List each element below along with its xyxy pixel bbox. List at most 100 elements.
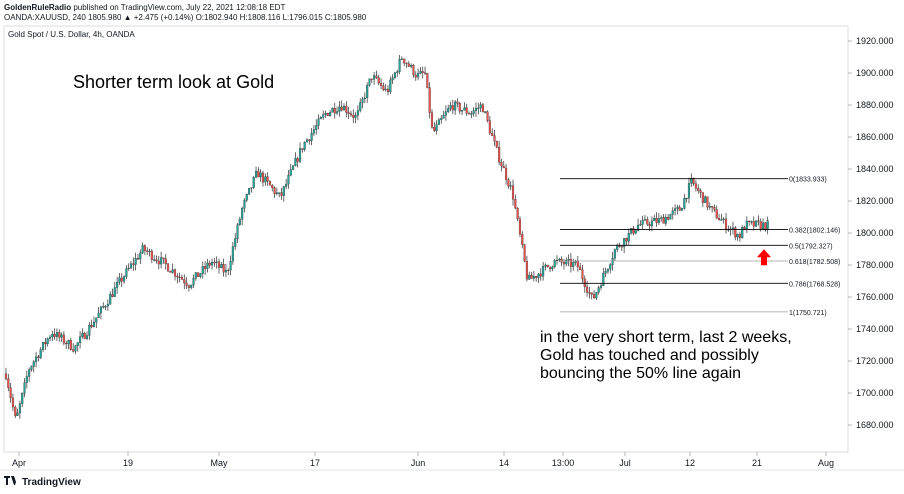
candle — [280, 187, 283, 200]
price-tick-label: 1720.000 — [856, 356, 894, 366]
candle — [296, 156, 299, 168]
candle-body — [95, 317, 98, 323]
candle — [329, 109, 332, 117]
candle — [102, 302, 105, 309]
price-tick-label: 1920.000 — [856, 36, 894, 46]
candle-body — [407, 63, 410, 67]
candle — [197, 272, 200, 277]
candle-body — [396, 71, 399, 73]
candle-body — [275, 192, 278, 195]
candle — [111, 288, 114, 298]
candle-body — [118, 277, 121, 283]
candle — [259, 169, 262, 182]
candle — [106, 299, 109, 311]
candle-body — [748, 220, 751, 222]
candle — [630, 227, 633, 235]
price-axis[interactable]: 1920.000 1900.000 1880.000 1860.000 1840.000… — [848, 36, 894, 430]
candle — [549, 266, 552, 273]
candle — [324, 110, 327, 118]
candle-body — [39, 349, 42, 358]
candle-body — [287, 175, 290, 185]
tradingview-logo-icon — [4, 476, 18, 488]
candle — [511, 179, 515, 206]
candle-body — [576, 260, 579, 268]
candle — [447, 104, 450, 114]
candle — [685, 197, 688, 203]
candle-body — [373, 75, 376, 80]
candle — [403, 58, 406, 67]
candle — [322, 110, 325, 120]
candle-body — [412, 65, 415, 76]
candle — [558, 257, 561, 262]
candle-body — [505, 167, 508, 180]
candle — [613, 248, 616, 261]
candle — [99, 305, 102, 320]
candle — [136, 254, 140, 260]
candle-body — [530, 275, 533, 279]
candle — [120, 273, 123, 287]
candle — [326, 112, 329, 117]
candle — [331, 107, 334, 113]
candle — [421, 66, 424, 79]
candle-body — [289, 169, 292, 176]
candle-body — [215, 261, 218, 263]
candle-body — [449, 105, 452, 109]
candle — [474, 102, 478, 117]
candle-body — [486, 111, 489, 121]
candle-body — [146, 250, 149, 252]
candle — [734, 226, 737, 241]
candle — [595, 291, 598, 300]
candle-body — [296, 158, 299, 162]
candle — [713, 204, 716, 212]
candle — [342, 103, 346, 111]
time-tick-label: May — [210, 458, 228, 468]
candle-body — [458, 103, 461, 112]
time-axis[interactable]: Apr 19 May 17 Jun 14 13:00 Jul 12 21 Aug — [12, 452, 834, 468]
candle-body — [294, 158, 297, 167]
candle — [224, 263, 227, 278]
candle — [273, 186, 276, 198]
chart-annotation-body: in the very short term, last 2 weeks, Go… — [540, 329, 840, 383]
candle-body — [467, 113, 471, 115]
candle-body — [69, 340, 72, 350]
candle — [690, 173, 693, 187]
candle — [227, 268, 230, 276]
candle-body — [451, 105, 454, 111]
candle — [338, 101, 341, 117]
candle-body — [502, 165, 505, 169]
candle — [660, 215, 663, 222]
candle — [129, 261, 133, 270]
candle — [632, 225, 635, 236]
candle — [683, 193, 686, 210]
candle — [366, 82, 369, 103]
candle — [461, 109, 464, 115]
candle-body — [676, 207, 679, 209]
candle-body — [419, 71, 422, 74]
candle — [715, 205, 718, 219]
candle-body — [599, 285, 603, 288]
candle-body — [340, 106, 343, 111]
candle — [521, 231, 524, 249]
candle-body — [192, 278, 195, 286]
candle-body — [741, 227, 744, 238]
candle — [208, 260, 211, 269]
candle-body — [370, 78, 373, 80]
candle — [222, 258, 225, 277]
candle-body — [136, 258, 140, 260]
candle-body — [132, 263, 135, 265]
candle — [423, 66, 427, 76]
candle-body — [653, 218, 656, 221]
candle — [507, 177, 510, 189]
candle — [662, 213, 665, 224]
publisher-name[interactable]: GoldenRuleRadio — [4, 3, 72, 12]
fibonacci-retracement[interactable]: 0(1833.933) 0.382(1802.146) 0.5(1792.327) 0… — [560, 177, 840, 317]
candle — [373, 71, 376, 85]
candle-body — [734, 227, 737, 238]
candle-body — [310, 133, 313, 141]
candle-body — [488, 120, 491, 134]
candle — [236, 223, 239, 244]
footer-brand[interactable]: TradingView — [4, 476, 81, 488]
candle — [396, 69, 399, 77]
candle-body — [268, 180, 271, 186]
